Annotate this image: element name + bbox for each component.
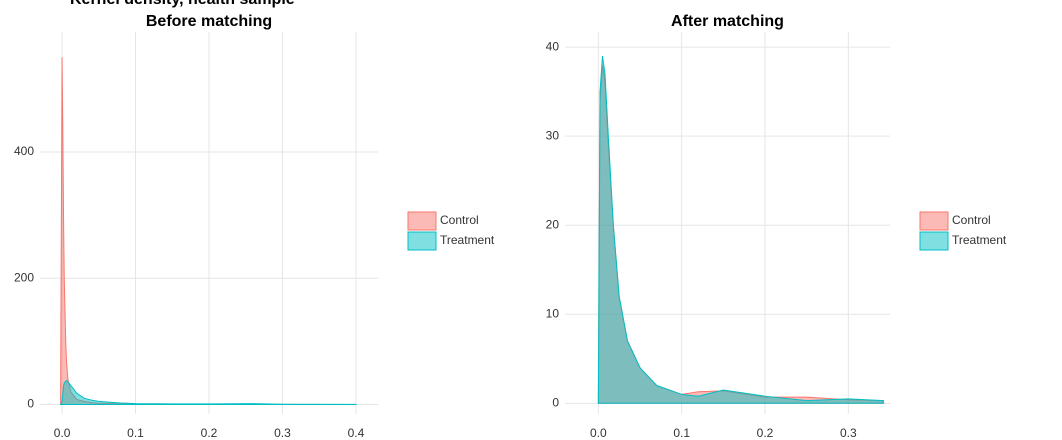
x-tick-label: 0.2 xyxy=(757,426,774,440)
x-tick-label: 0.4 xyxy=(348,426,365,440)
legend-label: Treatment xyxy=(440,233,495,247)
y-tick-label: 0 xyxy=(552,395,559,409)
y-tick-label: 400 xyxy=(14,144,34,158)
x-tick-label: 0.2 xyxy=(201,426,218,440)
y-tick-label: 40 xyxy=(546,39,560,53)
legend-swatch xyxy=(919,231,949,251)
x-tick-label: 0.3 xyxy=(274,426,291,440)
x-tick-label: 0.1 xyxy=(673,426,690,440)
panel-title: After matching xyxy=(671,13,784,30)
y-tick-label: 30 xyxy=(546,128,560,142)
legend-label: Control xyxy=(952,213,991,227)
figure-title: Kernel density, health sample xyxy=(70,0,295,8)
density-area xyxy=(59,379,357,406)
x-tick-label: 0.0 xyxy=(590,426,607,440)
legend-label: Treatment xyxy=(952,233,1007,247)
legend-label: Control xyxy=(440,213,479,227)
panel-title: Before matching xyxy=(146,13,272,30)
y-tick-label: 200 xyxy=(14,270,34,284)
legend-swatch xyxy=(407,231,437,251)
x-tick-label: 0.1 xyxy=(127,426,144,440)
legend-swatch xyxy=(407,211,437,231)
y-tick-label: 0 xyxy=(27,397,34,411)
y-tick-label: 20 xyxy=(546,217,560,231)
density-area xyxy=(597,64,884,404)
x-tick-label: 0.3 xyxy=(840,426,857,440)
density-area xyxy=(60,57,357,406)
density-area xyxy=(597,55,884,404)
y-tick-label: 10 xyxy=(546,306,560,320)
x-tick-label: 0.0 xyxy=(54,426,71,440)
legend-swatch xyxy=(919,211,949,231)
